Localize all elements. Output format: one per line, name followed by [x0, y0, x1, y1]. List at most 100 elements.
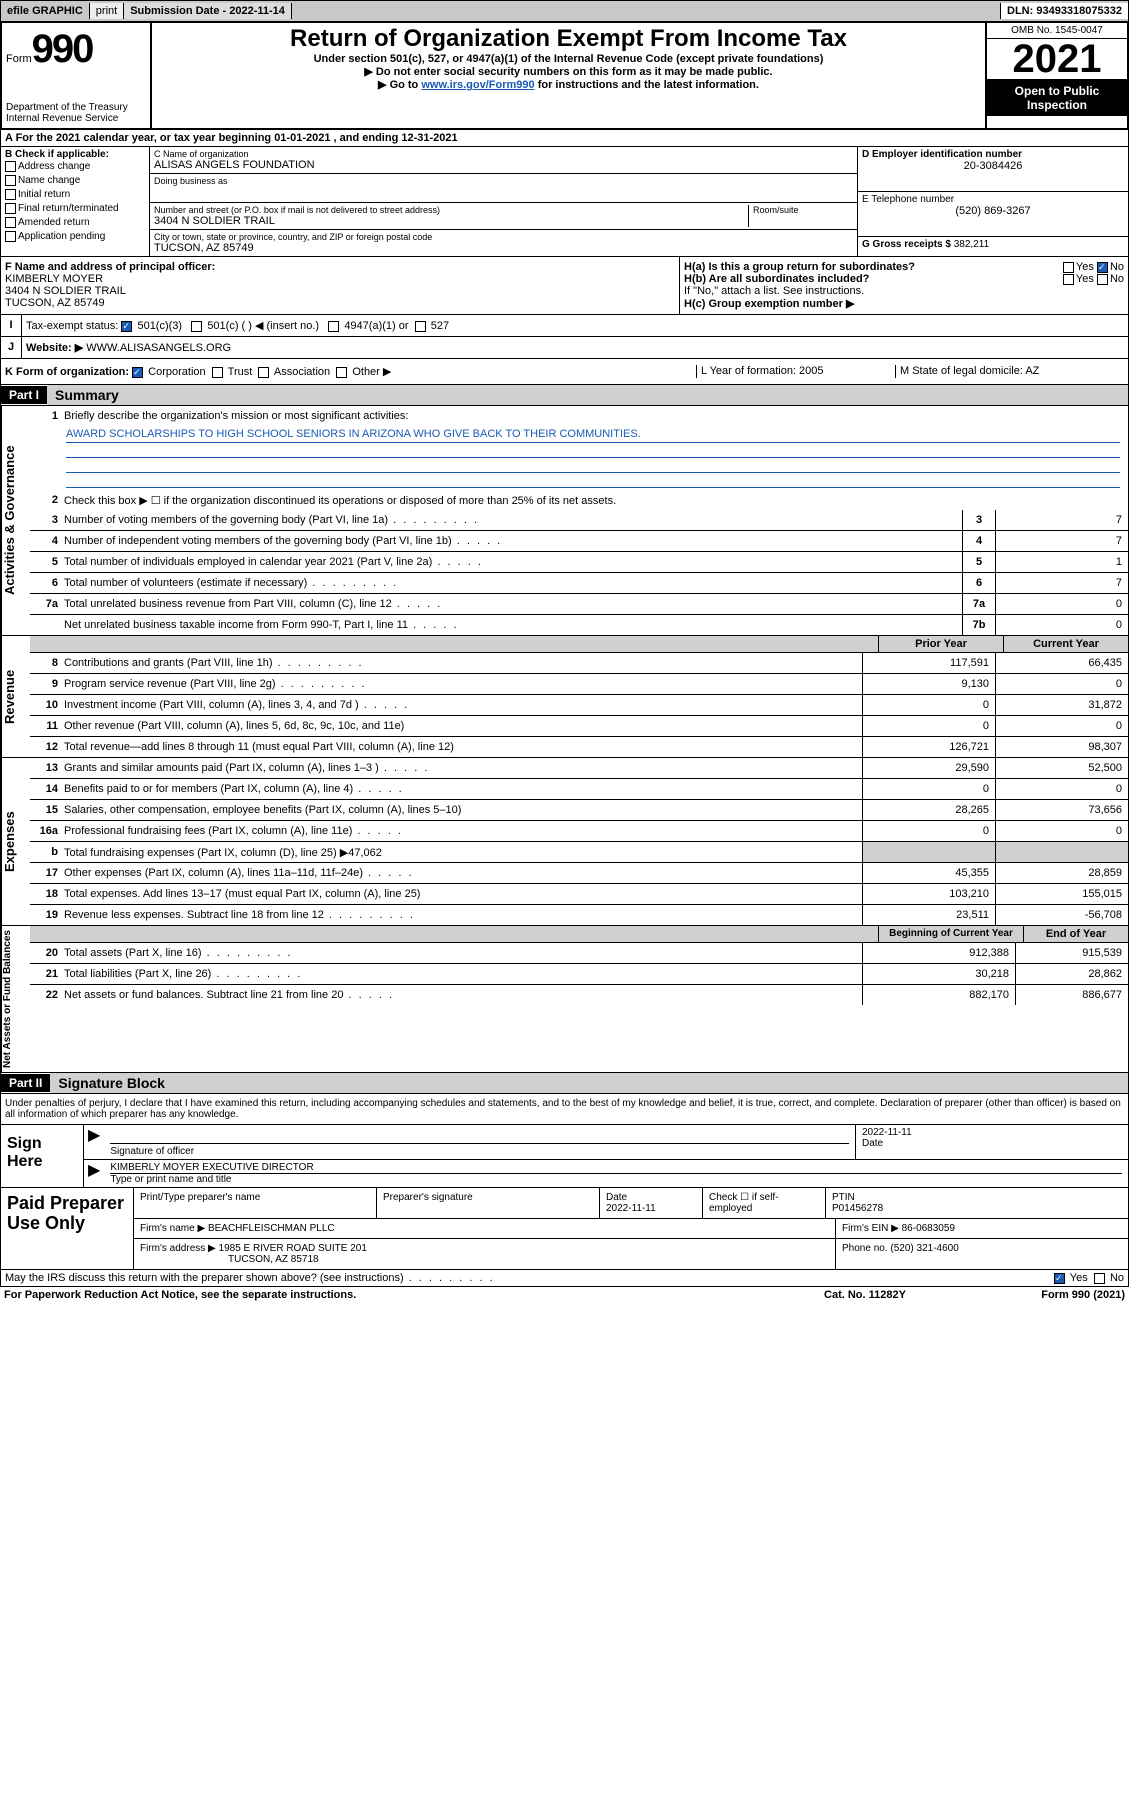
row-i: I Tax-exempt status: 501(c)(3) 501(c) ( …	[0, 315, 1129, 337]
header-right: OMB No. 1545-0047 2021 Open to Public In…	[985, 23, 1127, 128]
l5v: 1	[995, 552, 1128, 572]
section-deg: D Employer identification number 20-3084…	[857, 147, 1128, 256]
declaration-text: Under penalties of perjury, I declare th…	[0, 1094, 1129, 1125]
k-label: K Form of organization:	[5, 366, 129, 378]
hb-no[interactable]	[1097, 274, 1108, 285]
l19t: Revenue less expenses. Subtract line 18 …	[64, 907, 862, 923]
sig-officer-label: Signature of officer	[110, 1146, 194, 1157]
dln-number: DLN: 93493318075332	[1000, 3, 1128, 19]
chk-amended[interactable]: Amended return	[5, 216, 145, 230]
phone-label: Phone no.	[842, 1243, 888, 1254]
l16ap: 0	[862, 821, 995, 841]
room-label: Room/suite	[753, 205, 853, 215]
hdr-end: End of Year	[1023, 926, 1128, 942]
l4n: 4	[962, 531, 995, 551]
website: WWW.ALISASANGELS.ORG	[86, 342, 231, 354]
prep-name-label: Print/Type preparer's name	[134, 1188, 377, 1218]
i-label: Tax-exempt status:	[26, 320, 118, 332]
section-h: H(a) Is this a group return for subordin…	[679, 257, 1128, 314]
l15c: 73,656	[995, 800, 1128, 820]
arrow-icon: ▶	[84, 1125, 104, 1159]
pra-notice: For Paperwork Reduction Act Notice, see …	[4, 1289, 765, 1301]
chk-address[interactable]: Address change	[5, 160, 145, 174]
l7bt: Net unrelated business taxable income fr…	[64, 617, 962, 633]
l22p: 882,170	[862, 985, 1015, 1005]
b-label: B Check if applicable:	[5, 149, 109, 160]
prep-date-label: Date	[606, 1192, 627, 1203]
l20c: 915,539	[1015, 943, 1128, 963]
name-title-label: Type or print name and title	[110, 1174, 231, 1185]
l6t: Total number of volunteers (estimate if …	[64, 575, 962, 591]
l2: Check this box ▶ ☐ if the organization d…	[64, 492, 1128, 509]
hb-yes[interactable]	[1063, 274, 1074, 285]
tax-year: 2021	[987, 39, 1127, 80]
vbar-activities: Activities & Governance	[1, 406, 30, 635]
chk-trust[interactable]	[212, 367, 223, 378]
firm-addr1: 1985 E RIVER ROAD SUITE 201	[219, 1243, 367, 1254]
l16bc	[995, 842, 1128, 862]
l17c: 28,859	[995, 863, 1128, 883]
hdr-prior: Prior Year	[878, 636, 1003, 652]
chk-501c3[interactable]	[121, 321, 132, 332]
sig-date: 2022-11-11	[862, 1127, 1122, 1138]
telephone: (520) 869-3267	[862, 205, 1124, 217]
form-label: Form	[6, 53, 32, 65]
discuss-row: May the IRS discuss this return with the…	[0, 1270, 1129, 1287]
irs-link[interactable]: www.irs.gov/Form990	[421, 79, 534, 91]
dba-label: Doing business as	[154, 176, 853, 186]
ha-no[interactable]	[1097, 262, 1108, 273]
section-c: C Name of organization ALISAS ANGELS FOU…	[150, 147, 857, 256]
m-state: M State of legal domicile: AZ	[895, 365, 1124, 378]
l21c: 28,862	[1015, 964, 1128, 984]
sign-here-block: Sign Here ▶ Signature of officer 2022-11…	[0, 1125, 1129, 1188]
discuss-no[interactable]	[1094, 1273, 1105, 1284]
chk-other[interactable]	[336, 367, 347, 378]
l3v: 7	[995, 510, 1128, 530]
firm-ein-label: Firm's EIN ▶	[842, 1223, 899, 1234]
hb-label: H(b) Are all subordinates included?	[684, 273, 869, 285]
l13t: Grants and similar amounts paid (Part IX…	[64, 760, 862, 776]
part1-tag: Part I	[1, 386, 47, 404]
discuss-yes[interactable]	[1054, 1273, 1065, 1284]
l4t: Number of independent voting members of …	[64, 533, 962, 549]
form-ref: Form 990 (2021)	[965, 1289, 1125, 1301]
g-label: G Gross receipts $	[862, 239, 951, 250]
ptin-label: PTIN	[832, 1192, 855, 1203]
chk-name[interactable]: Name change	[5, 174, 145, 188]
top-bar: efile GRAPHIC print Submission Date - 20…	[0, 0, 1129, 22]
prep-sig-label: Preparer's signature	[377, 1188, 600, 1218]
chk-4947[interactable]	[328, 321, 339, 332]
form-number: 990	[32, 27, 93, 71]
irs-label: Internal Revenue Service	[6, 113, 146, 124]
paid-preparer-label: Paid Preparer Use Only	[1, 1188, 134, 1269]
l-year: L Year of formation: 2005	[696, 365, 895, 378]
l8p: 117,591	[862, 653, 995, 673]
l4v: 7	[995, 531, 1128, 551]
chk-assoc[interactable]	[258, 367, 269, 378]
l14c: 0	[995, 779, 1128, 799]
footer: For Paperwork Reduction Act Notice, see …	[0, 1287, 1129, 1303]
chk-pending[interactable]: Application pending	[5, 230, 145, 244]
mission-line1: AWARD SCHOLARSHIPS TO HIGH SCHOOL SENIOR…	[66, 428, 1120, 443]
cat-no: Cat. No. 11282Y	[765, 1289, 965, 1301]
form-note2: ▶ Go to www.irs.gov/Form990 for instruct…	[158, 78, 979, 91]
part2-header: Part II Signature Block	[0, 1073, 1129, 1094]
chk-527[interactable]	[415, 321, 426, 332]
part2-tag: Part II	[1, 1074, 50, 1092]
chk-final[interactable]: Final return/terminated	[5, 202, 145, 216]
print-button[interactable]: print	[90, 3, 124, 19]
note2-post: for instructions and the latest informat…	[535, 79, 759, 91]
mission-text: AWARD SCHOLARSHIPS TO HIGH SCHOOL SENIOR…	[30, 426, 1128, 490]
discuss-text: May the IRS discuss this return with the…	[5, 1272, 1054, 1284]
chk-initial[interactable]: Initial return	[5, 188, 145, 202]
chk-501c[interactable]	[191, 321, 202, 332]
chk-corp[interactable]	[132, 367, 143, 378]
section-b: B Check if applicable: Address change Na…	[1, 147, 150, 256]
firm-addr2: TUCSON, AZ 85718	[228, 1254, 319, 1265]
l8c: 66,435	[995, 653, 1128, 673]
l20t: Total assets (Part X, line 16)	[64, 945, 862, 961]
l7av: 0	[995, 594, 1128, 614]
l6v: 7	[995, 573, 1128, 593]
part2-title: Signature Block	[50, 1073, 1128, 1093]
ha-yes[interactable]	[1063, 262, 1074, 273]
